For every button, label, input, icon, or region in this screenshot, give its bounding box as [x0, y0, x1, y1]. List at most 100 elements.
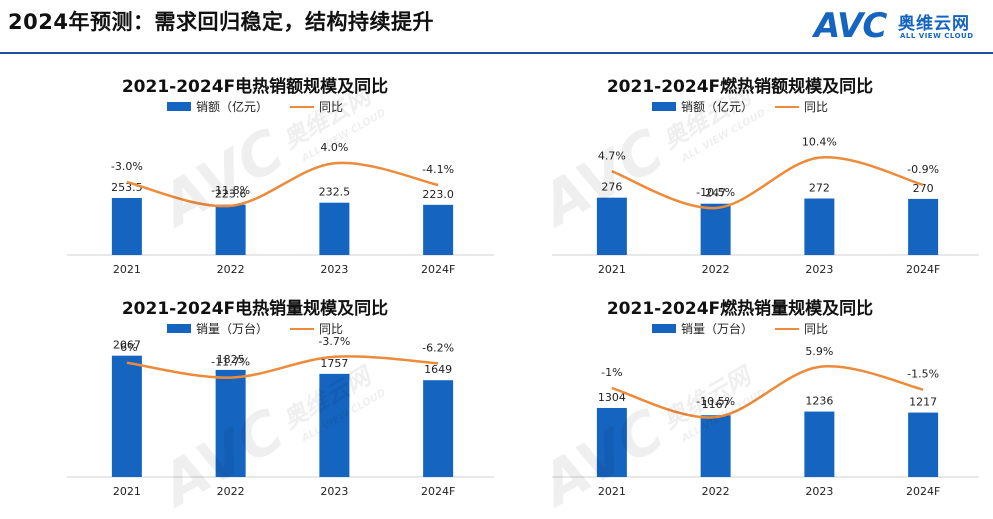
yoy-value-label: -6.2%: [422, 341, 454, 354]
bar: [596, 407, 627, 477]
chart-panel-gas-sales-volume: 1304 2021 1167 2022 1236 2023 1217 2024F -1% -10.…: [495, 282, 985, 507]
bar-value-label: 272: [809, 182, 830, 195]
chart-legend: 销量（万台） 同比: [495, 320, 985, 337]
bar-value-label: 1236: [805, 395, 833, 408]
yoy-line: [126, 355, 439, 379]
chart-legend: 销额（亿元） 同比: [10, 98, 500, 115]
bar-value-label: 223.6: [215, 188, 247, 201]
bar-value-label: 232.5: [319, 186, 351, 199]
logo-mark: AVC: [814, 6, 887, 46]
x-tick-label: 2024F: [906, 485, 940, 498]
bar-value-label: 1304: [598, 391, 626, 404]
legend-line-swatch: [290, 327, 314, 330]
bar: [700, 203, 731, 255]
x-tick-label: 2022: [702, 485, 730, 498]
yoy-value-label: -10.5%: [696, 186, 735, 199]
x-tick-label: 2023: [320, 263, 348, 276]
chart-title: 2021-2024F燃热销量规模及同比: [606, 299, 874, 319]
chart-title: 2021-2024F电热销额规模及同比: [121, 77, 389, 97]
bar: [908, 198, 939, 255]
bar-value-label: 1167: [702, 398, 730, 411]
header-divider: [0, 52, 993, 54]
yoy-value-label: -4.1%: [422, 163, 454, 176]
yoy-value-label: 10.4%: [802, 136, 837, 149]
bar-value-label: 247: [705, 187, 726, 200]
bar: [596, 197, 627, 255]
page-title: 2024年预测：需求回归稳定，结构持续提升: [8, 10, 434, 34]
legend-line-label: 同比: [804, 100, 829, 114]
legend-bar-label: 销额（亿元）: [195, 100, 268, 114]
chart-panel-gas-sales-value: 276 2021 247 2022 272 2023 270 2024F 4.7% -10.5% 1…: [495, 60, 985, 285]
bar: [423, 380, 454, 477]
chart-svg: 2067 2021 1825 2022 1757 2023 1649 2024F -6% -11.…: [67, 335, 494, 498]
x-tick-label: 2023: [805, 263, 833, 276]
legend-bar-label: 销量（万台）: [195, 322, 268, 336]
x-tick-label: 2022: [702, 263, 730, 276]
bar: [804, 198, 835, 255]
yoy-value-label: -6%: [116, 341, 137, 354]
bar: [319, 202, 350, 255]
yoy-line: [611, 156, 924, 210]
legend-bar-label: 销额（亿元）: [680, 100, 753, 114]
bar: [908, 412, 939, 477]
yoy-line: [611, 365, 924, 419]
bar-value-label: 270: [913, 182, 934, 195]
logo-chinese-name: 奥维云网: [898, 14, 970, 34]
bar: [215, 369, 246, 477]
bar-value-label: 1757: [320, 357, 348, 370]
yoy-value-label: -3.0%: [111, 160, 143, 173]
x-tick-label: 2021: [598, 485, 626, 498]
chart-legend: 销额（亿元） 同比: [495, 98, 985, 115]
bar-value-label: 2067: [113, 339, 141, 352]
avc-logo: AVC 奥维云网 ALL VIEW CLOUD: [814, 6, 984, 46]
x-tick-label: 2024F: [421, 263, 455, 276]
chart-svg: 1304 2021 1167 2022 1236 2023 1217 2024F -1% -10.…: [552, 345, 979, 498]
yoy-value-label: -1%: [601, 366, 622, 379]
yoy-value-label: -11.7%: [211, 356, 250, 369]
chart-panel-electric-sales-value: 253.5 2021 223.6 2022 232.5 2023 223.0 2024F -3.…: [10, 60, 500, 285]
yoy-value-label: 5.9%: [805, 345, 833, 358]
yoy-value-label: 4.0%: [320, 141, 348, 154]
legend-bar-swatch: [651, 102, 676, 111]
x-tick-label: 2021: [113, 485, 141, 498]
x-tick-label: 2024F: [906, 263, 940, 276]
x-tick-label: 2023: [320, 485, 348, 498]
yoy-value-label: -10.5%: [696, 395, 735, 408]
bar: [700, 415, 731, 477]
x-tick-label: 2024F: [421, 485, 455, 498]
x-tick-label: 2022: [217, 263, 245, 276]
legend-line-swatch: [775, 327, 799, 330]
yoy-value-label: -0.9%: [907, 163, 939, 176]
yoy-line: [126, 161, 439, 208]
x-tick-label: 2021: [598, 263, 626, 276]
bar: [804, 411, 835, 477]
bar-value-label: 1217: [909, 396, 937, 409]
legend-bar-label: 销量（万台）: [680, 322, 753, 336]
yoy-value-label: -3.7%: [318, 335, 350, 348]
legend-line-swatch: [775, 105, 799, 108]
legend-bar-swatch: [651, 324, 676, 333]
legend-line-label: 同比: [319, 322, 344, 336]
logo-english-name: ALL VIEW CLOUD: [900, 32, 974, 40]
bar: [111, 355, 142, 477]
bar-value-label: 276: [601, 181, 622, 194]
bar: [215, 204, 246, 255]
chart-title: 2021-2024F燃热销额规模及同比: [606, 77, 874, 97]
bar: [319, 373, 350, 477]
legend-line-label: 同比: [804, 322, 829, 336]
x-tick-label: 2023: [805, 485, 833, 498]
bar-value-label: 1649: [424, 363, 452, 376]
chart-svg: 276 2021 247 2022 272 2023 270 2024F 4.7% -10.5% 1…: [552, 136, 979, 276]
yoy-value-label: -1.5%: [907, 368, 939, 381]
x-tick-label: 2021: [113, 263, 141, 276]
yoy-value-label: 4.7%: [598, 149, 626, 162]
yoy-value-label: -11.8%: [211, 184, 250, 197]
chart-panel-electric-sales-volume: 2067 2021 1825 2022 1757 2023 1649 2024F -6% -11.…: [10, 282, 500, 507]
bar: [423, 204, 454, 255]
chart-svg: 253.52021223.62022232.52023223.02024F-3.…: [67, 141, 494, 276]
x-tick-label: 2022: [217, 485, 245, 498]
legend-line-swatch: [290, 105, 314, 108]
legend-bar-swatch: [166, 324, 191, 333]
legend-line-label: 同比: [319, 100, 344, 114]
bar-value-label: 1825: [217, 353, 245, 366]
